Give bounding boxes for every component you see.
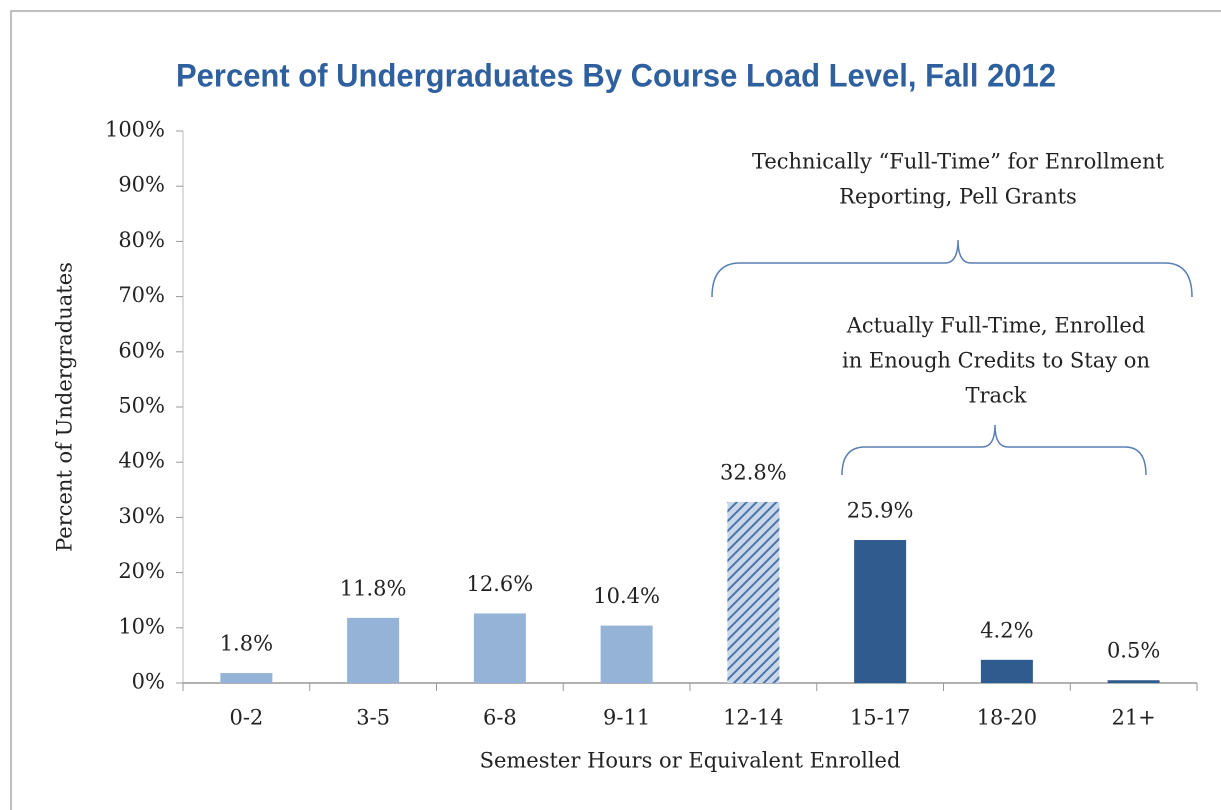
data-label: 32.8%: [720, 460, 787, 484]
y-tick-label: 70%: [118, 283, 165, 307]
x-tick-label: 9-11: [603, 706, 650, 730]
y-tick-label: 80%: [118, 228, 165, 252]
bar: [220, 673, 273, 683]
x-axis-title: Semester Hours or Equivalent Enrolled: [480, 749, 901, 773]
data-label: 1.8%: [220, 632, 273, 656]
data-label: 4.2%: [980, 618, 1033, 642]
bracket: [711, 239, 1193, 298]
bar: [727, 501, 780, 683]
bar: [600, 625, 653, 683]
data-label: 25.9%: [847, 499, 914, 523]
y-tick-label: 20%: [118, 559, 165, 583]
bracket: [841, 424, 1147, 476]
y-tick-label: 30%: [118, 504, 165, 528]
y-tick-label: 50%: [118, 394, 165, 418]
x-tick-label: 6-8: [483, 706, 517, 730]
data-label: 12.6%: [467, 572, 534, 596]
bar: [347, 617, 400, 683]
data-label: 10.4%: [593, 584, 660, 608]
bar: [1107, 680, 1160, 683]
x-tick-label: 15-17: [850, 706, 911, 730]
bar: [980, 659, 1033, 683]
annotation: Reporting, Pell Grants: [839, 185, 1077, 209]
chart-title: Percent of Undergraduates By Course Load…: [176, 57, 1056, 93]
y-tick-label: 60%: [118, 338, 165, 362]
y-tick-label: 100%: [105, 118, 165, 142]
data-label: 11.8%: [340, 576, 407, 600]
annotation: Technically “Full-Time” for Enrollment: [752, 150, 1165, 174]
x-tick-label: 3-5: [356, 706, 390, 730]
bar: [473, 613, 526, 683]
annotation: Actually Full-Time, Enrolled: [846, 314, 1146, 338]
x-tick-label: 21+: [1111, 706, 1155, 730]
y-tick-label: 0%: [132, 670, 165, 694]
annotation: Track: [965, 384, 1026, 408]
x-tick-label: 0-2: [229, 706, 263, 730]
data-label: 0.5%: [1107, 639, 1160, 663]
y-axis-title: Percent of Undergraduates: [53, 262, 77, 552]
y-tick-label: 40%: [118, 449, 165, 473]
y-tick-label: 10%: [118, 614, 165, 638]
y-tick-label: 90%: [118, 173, 165, 197]
frame: [10, 10, 1221, 810]
x-tick-label: 12-14: [723, 706, 784, 730]
bar: [854, 540, 907, 683]
x-tick-label: 18-20: [977, 706, 1038, 730]
annotation: in Enough Credits to Stay on: [842, 349, 1150, 373]
